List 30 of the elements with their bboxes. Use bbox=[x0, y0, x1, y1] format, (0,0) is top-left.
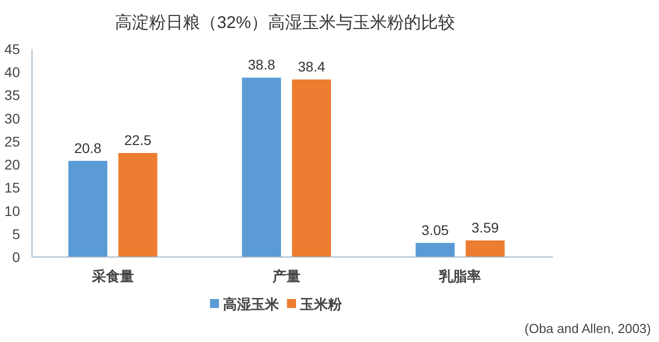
y-tick-label: 35 bbox=[4, 87, 20, 104]
x-tick-label: 产量 bbox=[272, 268, 300, 284]
legend-label: 高湿玉米 bbox=[223, 296, 280, 312]
y-tick-label: 10 bbox=[4, 202, 20, 219]
y-tick-label: 30 bbox=[4, 110, 20, 126]
bar bbox=[416, 242, 455, 257]
y-tick-label: 20 bbox=[4, 156, 20, 173]
y-tick-label: 25 bbox=[4, 133, 20, 150]
bar bbox=[242, 78, 281, 257]
text: (Oba and Allen, 2003) bbox=[524, 321, 651, 336]
legend-label: 玉米粉 bbox=[299, 296, 343, 312]
y-tick-label: 45 bbox=[4, 41, 20, 57]
x-tick-label: 采食量 bbox=[90, 268, 134, 284]
y-tick-label: 5 bbox=[12, 226, 20, 242]
bar bbox=[68, 160, 108, 257]
x-tick-label: 乳脂率 bbox=[438, 268, 482, 284]
data-label: 3.05 bbox=[422, 222, 450, 238]
chart-title: 高淀粉日粮（32%）高湿玉米与玉米粉的比较 bbox=[114, 13, 456, 32]
bar bbox=[118, 153, 158, 257]
y-tick-label: 0 bbox=[12, 249, 20, 265]
bar bbox=[292, 80, 331, 257]
data-label: 20.8 bbox=[74, 140, 102, 156]
y-tick-label: 40 bbox=[4, 64, 20, 80]
plot: 20.8 38.8 3.05 22.5 38.4 3.59 bbox=[68, 56, 505, 257]
data-label: 38.8 bbox=[248, 56, 276, 73]
data-label: 38.4 bbox=[298, 58, 326, 75]
data-label: 22.5 bbox=[124, 132, 152, 148]
y-tick-label: 15 bbox=[4, 180, 20, 196]
data-label: 3.59 bbox=[472, 219, 500, 236]
bar bbox=[466, 240, 505, 257]
